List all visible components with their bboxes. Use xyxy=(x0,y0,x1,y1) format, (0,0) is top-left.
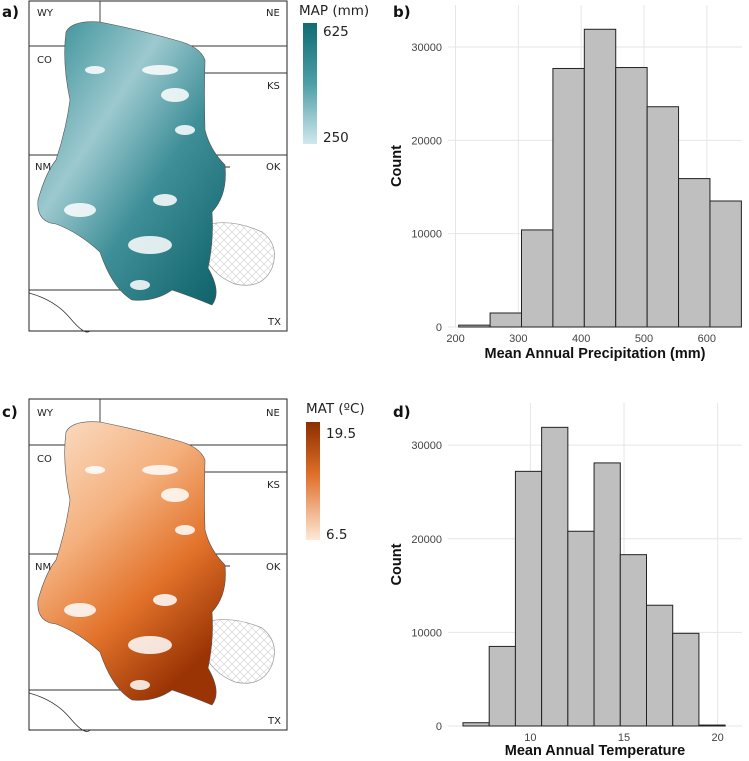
histogram-bar xyxy=(645,604,674,727)
histogram-bar xyxy=(619,554,647,727)
legend-c-max: 19.5 xyxy=(326,426,356,442)
x-axis-title: Mean Annual Precipitation (mm) xyxy=(484,346,705,362)
panel-a-legend: MAP (mm) 625 250 xyxy=(299,3,369,146)
state-label-ne: NE xyxy=(266,408,280,419)
legend-c-min: 6.5 xyxy=(326,527,347,543)
state-label-ok: OK xyxy=(266,562,281,573)
x-tick-label: 300 xyxy=(509,333,527,345)
histogram-bar xyxy=(514,470,543,727)
histogram-bar xyxy=(489,312,523,328)
x-tick-label: 15 xyxy=(618,732,630,744)
y-tick-label: 30000 xyxy=(411,42,442,54)
legend-a-min: 250 xyxy=(323,130,349,146)
x-tick-label: 200 xyxy=(446,333,464,345)
panel-d-letter: d) xyxy=(393,403,411,421)
legend-c-title: MAT (ºC) xyxy=(306,401,365,417)
state-label-co: CO xyxy=(37,454,52,465)
histogram-bar xyxy=(541,426,569,727)
histogram-bar xyxy=(583,28,617,328)
panel-c-legend: MAT (ºC) 19.5 6.5 xyxy=(306,401,365,543)
y-tick-label: 0 xyxy=(436,721,442,733)
y-tick-label: 30000 xyxy=(411,440,442,452)
histogram-bar xyxy=(552,67,585,328)
histogram-bar xyxy=(698,724,726,727)
x-tick-label: 20 xyxy=(712,732,724,744)
y-tick-label: 10000 xyxy=(411,229,442,241)
y-tick-label: 10000 xyxy=(411,627,442,639)
state-label-nm: NM xyxy=(35,562,51,573)
x-tick-label: 600 xyxy=(698,333,716,345)
histogram-bar xyxy=(462,722,490,727)
panel-c-letter: c) xyxy=(2,403,18,421)
state-label-co: CO xyxy=(37,55,52,66)
histogram-bar xyxy=(615,67,648,328)
y-axis-title: Count xyxy=(389,543,405,585)
state-label-wy: WY xyxy=(37,8,54,19)
cropland-masks xyxy=(64,65,195,290)
texas-hatched-area xyxy=(203,619,275,684)
state-label-wy: WY xyxy=(37,408,54,419)
y-tick-label: 0 xyxy=(436,322,442,334)
histogram-bar xyxy=(521,229,554,328)
histogram-bar xyxy=(567,530,595,727)
legend-a-title: MAP (mm) xyxy=(299,3,369,19)
panel-a-map: a) WY NE CO KS NM OK TX xyxy=(2,0,288,333)
state-label-ok: OK xyxy=(266,162,281,173)
state-label-nm: NM xyxy=(35,162,51,173)
panel-a-letter: a) xyxy=(2,3,19,21)
histogram-bar xyxy=(678,178,711,328)
x-tick-label: 500 xyxy=(635,333,653,345)
histogram-bar xyxy=(709,200,742,328)
legend-c-colorbar xyxy=(306,422,320,540)
legend-a-colorbar xyxy=(303,23,317,144)
cropland-masks xyxy=(64,465,195,690)
x-tick-label: 400 xyxy=(572,333,590,345)
legend-a-max: 625 xyxy=(323,24,349,40)
y-tick-label: 20000 xyxy=(411,135,442,147)
panel-b-letter: b) xyxy=(393,3,411,21)
histogram-bar xyxy=(488,645,516,727)
x-axis-title: Mean Annual Temperature xyxy=(505,743,685,759)
state-label-ne: NE xyxy=(266,8,280,19)
x-tick-label: 10 xyxy=(524,732,536,744)
histogram-temperature: 0 10000 20000 30000 10 15 20 Mean Annual Temper… xyxy=(389,403,742,759)
histogram-bar xyxy=(593,462,621,727)
y-tick-label: 20000 xyxy=(411,534,442,546)
histogram-bar xyxy=(672,632,700,727)
y-axis-title: Count xyxy=(389,145,405,187)
mexico-border xyxy=(28,292,91,333)
mexico-border xyxy=(28,692,91,732)
histogram-bar xyxy=(646,106,680,328)
texas-hatched-area xyxy=(203,222,275,286)
state-label-ks: KS xyxy=(267,480,280,491)
panel-c-map: c) WY NE CO KS NM OK TX xyxy=(2,398,288,732)
state-label-ks: KS xyxy=(267,81,280,92)
state-label-tx: TX xyxy=(267,716,281,727)
histogram-bar xyxy=(458,324,491,328)
state-label-tx: TX xyxy=(267,317,281,328)
